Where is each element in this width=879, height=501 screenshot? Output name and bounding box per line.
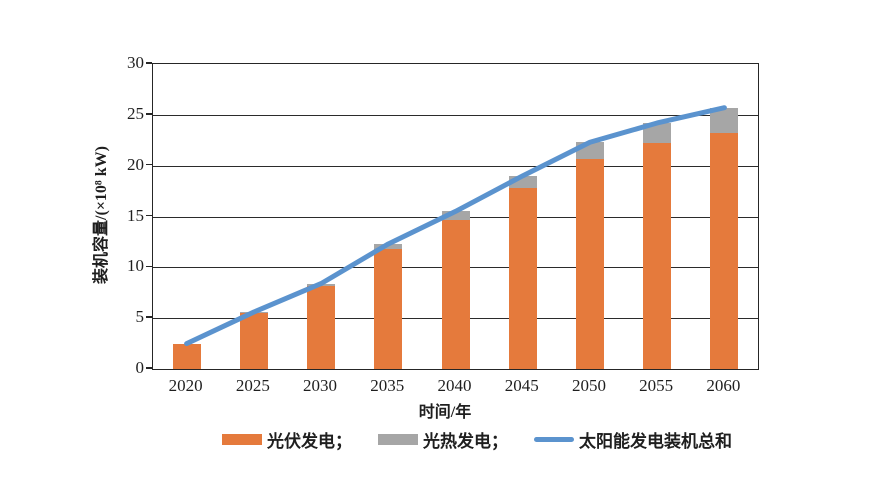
- x-tick-label: 2050: [571, 376, 606, 395]
- bar-csp-2040: [441, 211, 470, 220]
- y-tick-label: 15: [127, 205, 144, 225]
- y-tick-label: 25: [127, 103, 144, 123]
- y-tick-label: 0: [135, 358, 145, 377]
- legend-label-pv: 光伏发电；: [267, 432, 352, 451]
- x-tick-label: 2030: [303, 376, 338, 395]
- x-tick-label: 2045: [504, 376, 539, 395]
- bar-csp-2055: [643, 122, 672, 144]
- x-tick-label: 2020: [168, 376, 203, 395]
- x-tick-label: 2025: [235, 376, 270, 395]
- bar-pv-2030: [307, 285, 336, 369]
- y-tick-mark: [146, 214, 152, 217]
- y-tick-mark: [146, 265, 152, 268]
- bar-pv-2025: [239, 313, 268, 369]
- x-axis-title: 时间/年: [418, 404, 472, 421]
- bar-pv-2045: [508, 188, 537, 369]
- x-tick-label: 2055: [639, 376, 674, 395]
- y-tick-mark: [146, 367, 152, 369]
- bar-pv-2060: [710, 133, 739, 369]
- x-tick-label: 2035: [370, 376, 405, 395]
- bar-pv-2035: [374, 249, 403, 369]
- line-swatch-icon: [534, 437, 574, 442]
- plot-area: [152, 63, 759, 370]
- pv-swatch-icon: [222, 434, 262, 445]
- y-tick-mark: [146, 62, 152, 64]
- x-tick-label: 2060: [706, 376, 741, 395]
- bar-pv-2055: [643, 143, 672, 369]
- gridline: [153, 114, 758, 116]
- legend-label-csp: 光热发电；: [423, 432, 508, 451]
- y-tick-mark: [146, 163, 152, 166]
- legend: 光伏发电； 光热发电； 太阳能发电装机总和: [222, 427, 732, 452]
- legend-item-pv: 光伏发电；: [222, 427, 352, 452]
- total-line-layer: [184, 105, 727, 347]
- bar-pv-2050: [575, 158, 604, 369]
- x-tick-label: 2040: [437, 376, 472, 395]
- y-tick-label: 10: [127, 256, 144, 276]
- csp-swatch-icon: [378, 434, 418, 445]
- y-tick-label: 20: [127, 154, 144, 174]
- y-tick-label: 30: [127, 53, 144, 72]
- gridline: [153, 165, 758, 167]
- y-tick-label: 5: [135, 307, 145, 327]
- y-tick-mark: [146, 113, 152, 115]
- legend-item-total: 太阳能发电装机总和: [534, 427, 732, 452]
- legend-item-csp: 光热发电；: [378, 427, 508, 452]
- bar-pv-2020: [172, 343, 201, 369]
- bar-pv-2040: [441, 219, 470, 369]
- legend-label-total: 太阳能发电装机总和: [579, 432, 732, 451]
- total-line: [184, 105, 727, 347]
- y-tick-mark: [146, 316, 152, 318]
